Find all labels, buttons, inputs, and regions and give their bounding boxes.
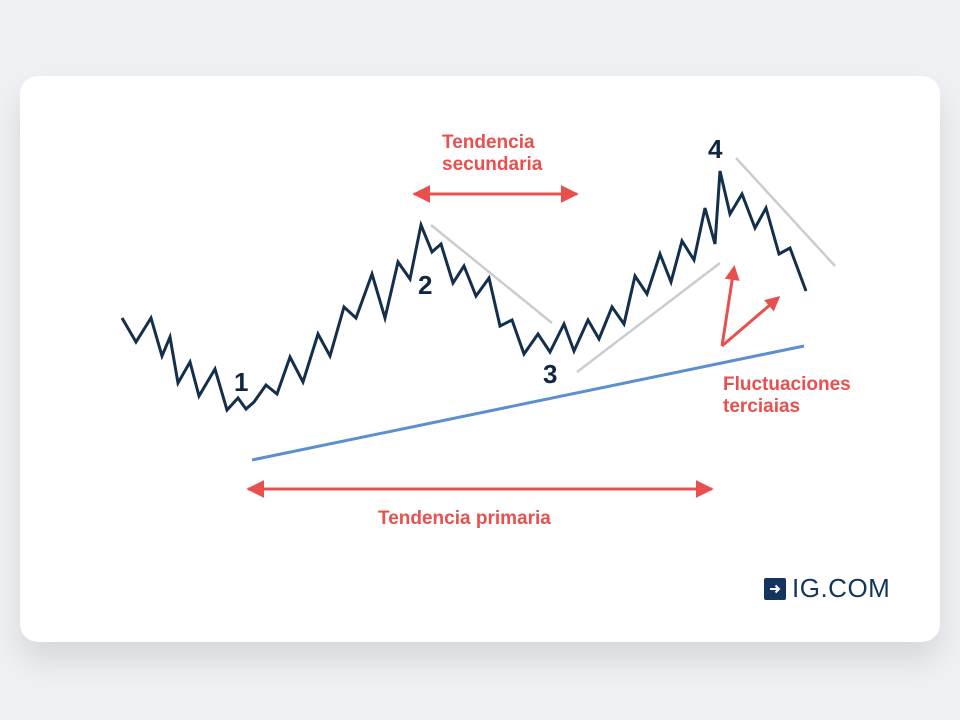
secondary-trend-label-line1: Tendencia: [442, 132, 535, 153]
tertiary-arrow-up: [720, 265, 740, 347]
logo-text: IG.COM: [792, 573, 891, 603]
marker-4: 4: [708, 134, 723, 164]
tertiary-fluctuations-label: Fluctuaciones terciaias: [723, 374, 851, 418]
marker-1: 1: [234, 367, 249, 397]
dow-theory-diagram: [120, 157, 836, 498]
ig-logo: IG.COM: [764, 573, 890, 604]
tertiary-arrow-diag: [721, 296, 781, 348]
marker-3: 3: [543, 359, 558, 389]
arrow-right-icon: [764, 577, 786, 600]
tertiary-label-line1: Fluctuaciones: [723, 374, 851, 395]
final-downtrend-guide: [735, 157, 836, 267]
secondary-downtrend-guide: [430, 224, 553, 324]
secondary-uptrend-guide: [576, 262, 721, 373]
marker-2: 2: [418, 270, 433, 300]
tertiary-label-line2: terciaias: [723, 396, 801, 417]
primary-trend-label: Tendencia primaria: [378, 508, 551, 529]
diagram-card: Tendencia secundaria Tendencia primaria …: [20, 76, 940, 642]
secondary-trend-label-line2: secundaria: [442, 154, 543, 175]
secondary-trend-label: Tendencia secundaria: [442, 132, 542, 176]
price-line: [120, 170, 808, 413]
primary-trendline: [251, 344, 805, 462]
